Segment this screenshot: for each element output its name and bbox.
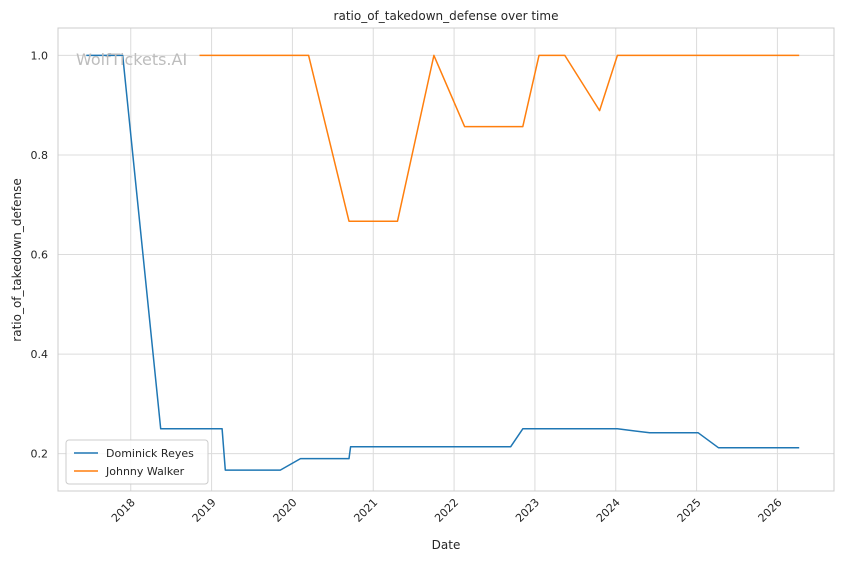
legend-label: Johnny Walker bbox=[105, 465, 185, 478]
grid bbox=[58, 28, 834, 491]
plot-area bbox=[58, 28, 834, 491]
series-line-dominick-reyes bbox=[86, 54, 800, 471]
series-line-johnny-walker bbox=[199, 54, 800, 222]
plot-frame bbox=[57, 27, 835, 492]
series-layer bbox=[86, 54, 800, 471]
legend-box bbox=[65, 439, 209, 485]
y-tick-label: 0.2 bbox=[31, 448, 49, 461]
y-tick-label: 0.6 bbox=[31, 249, 49, 262]
y-tick-label: 0.8 bbox=[31, 149, 49, 162]
legend: Dominick Reyes Johnny Walker bbox=[65, 439, 209, 485]
watermark: WolfTickets.AI bbox=[76, 50, 187, 69]
x-axis-label: Date bbox=[432, 538, 461, 552]
legend-label: Dominick Reyes bbox=[106, 447, 194, 460]
y-tick-labels: 0.2 0.4 0.6 0.8 1.0 bbox=[31, 49, 49, 460]
chart-title: ratio_of_takedown_defense over time bbox=[334, 9, 559, 23]
y-tick-label: 0.4 bbox=[31, 348, 49, 361]
y-tick-label: 1.0 bbox=[31, 49, 49, 62]
y-axis-label: ratio_of_takedown_defense bbox=[10, 178, 24, 341]
